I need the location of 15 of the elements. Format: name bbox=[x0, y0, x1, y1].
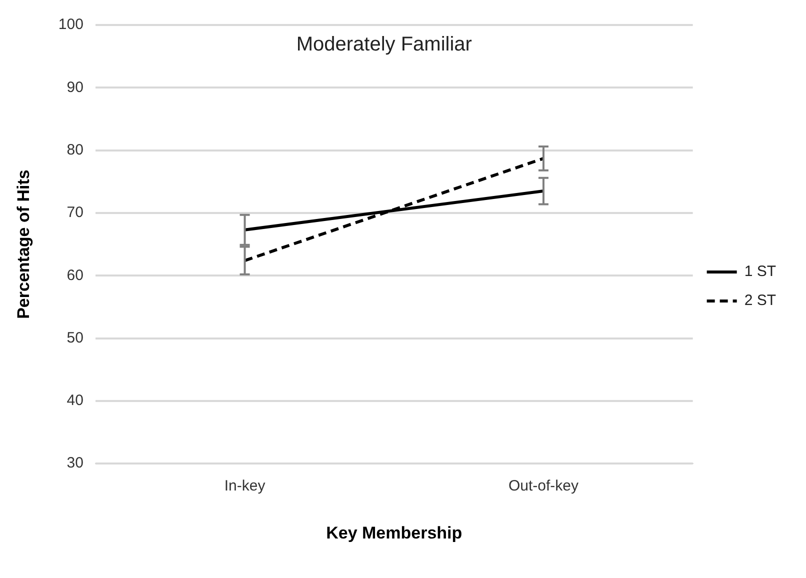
y-tick-label: 40 bbox=[66, 392, 84, 410]
y-tick-label: 70 bbox=[66, 204, 84, 222]
legend-label: 2 ST bbox=[744, 292, 776, 310]
x-tick-label: Out-of-key bbox=[508, 478, 579, 495]
y-tick-label: 90 bbox=[66, 78, 84, 96]
legend-label: 1 ST bbox=[744, 263, 776, 280]
chart-title: Moderately Familiar bbox=[296, 34, 472, 56]
y-tick-label: 60 bbox=[66, 266, 84, 284]
y-tick-label: 30 bbox=[66, 454, 84, 472]
y-tick-label: 100 bbox=[58, 16, 84, 34]
y-tick-label: 50 bbox=[66, 329, 84, 346]
x-tick-label: In-key bbox=[224, 478, 266, 495]
y-tick-label: 80 bbox=[66, 141, 84, 158]
y-axis-title: Percentage of Hits bbox=[14, 170, 33, 319]
x-axis-title: Key Membership bbox=[326, 523, 462, 542]
